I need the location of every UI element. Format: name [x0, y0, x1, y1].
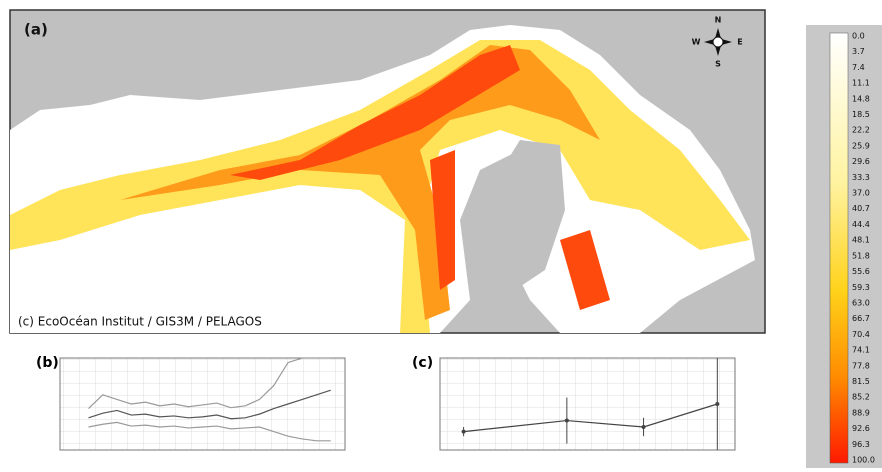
legend-label: 48.1 [852, 236, 870, 245]
legend-label: 59.3 [852, 283, 870, 292]
panel-label: (c) [412, 355, 433, 371]
legend-label: 51.8 [852, 251, 870, 260]
legend-label: 100.0 [852, 456, 875, 465]
legend-label: 40.7 [852, 204, 870, 213]
legend-label: 63.0 [852, 298, 870, 307]
series-line [88, 389, 331, 420]
legend-label: 37.0 [852, 189, 870, 198]
legend-label: 33.3 [852, 173, 870, 182]
series-line [463, 403, 718, 433]
legend-label: 29.6 [852, 157, 870, 166]
legend-label: 55.6 [852, 267, 870, 276]
compass-s: S [715, 60, 721, 69]
chart-c: (c) [412, 355, 736, 451]
legend-label: 96.3 [852, 440, 870, 449]
legend-label: 74.1 [852, 346, 870, 355]
map: (a) (c) EcoOcéan Institut / GIS3M / PELA… [9, 9, 766, 334]
legend-label: 22.2 [852, 126, 870, 135]
legend: 0.0 3.7 7.4 11.1 14.8 18.5 22.2 25.9 29.6 33.3 37.… [806, 25, 882, 468]
legend-label: 7.4 [852, 63, 865, 72]
legend-label: 70.4 [852, 330, 870, 339]
compass-w: W [692, 38, 701, 47]
legend-label: 88.9 [852, 408, 870, 417]
legend-label: 85.2 [852, 393, 870, 402]
series-line [88, 357, 331, 410]
panel-label: (b) [36, 355, 59, 371]
legend-label: 0.0 [852, 32, 865, 41]
point [715, 402, 720, 406]
legend-label: 92.6 [852, 424, 870, 433]
legend-label: 14.8 [852, 94, 870, 103]
panel-label: (a) [24, 21, 48, 39]
point [461, 429, 466, 434]
compass: N E S W [692, 16, 743, 69]
point [564, 418, 569, 423]
compass-n: N [715, 16, 722, 25]
series-line [88, 421, 331, 442]
legend-label: 25.9 [852, 141, 870, 150]
legend-label: 66.7 [852, 314, 870, 323]
compass-e: E [737, 38, 742, 47]
legend-label: 77.8 [852, 361, 870, 370]
legend-label: 18.5 [852, 110, 870, 119]
legend-label: 11.1 [852, 79, 870, 88]
point [641, 425, 646, 429]
legend-label: 81.5 [852, 377, 870, 386]
credit: (c) EcoOcéan Institut / GIS3M / PELAGOS [18, 315, 262, 329]
legend-label: 3.7 [852, 47, 865, 56]
legend-label: 44.4 [852, 220, 870, 229]
chart-b: (b) [36, 355, 346, 451]
